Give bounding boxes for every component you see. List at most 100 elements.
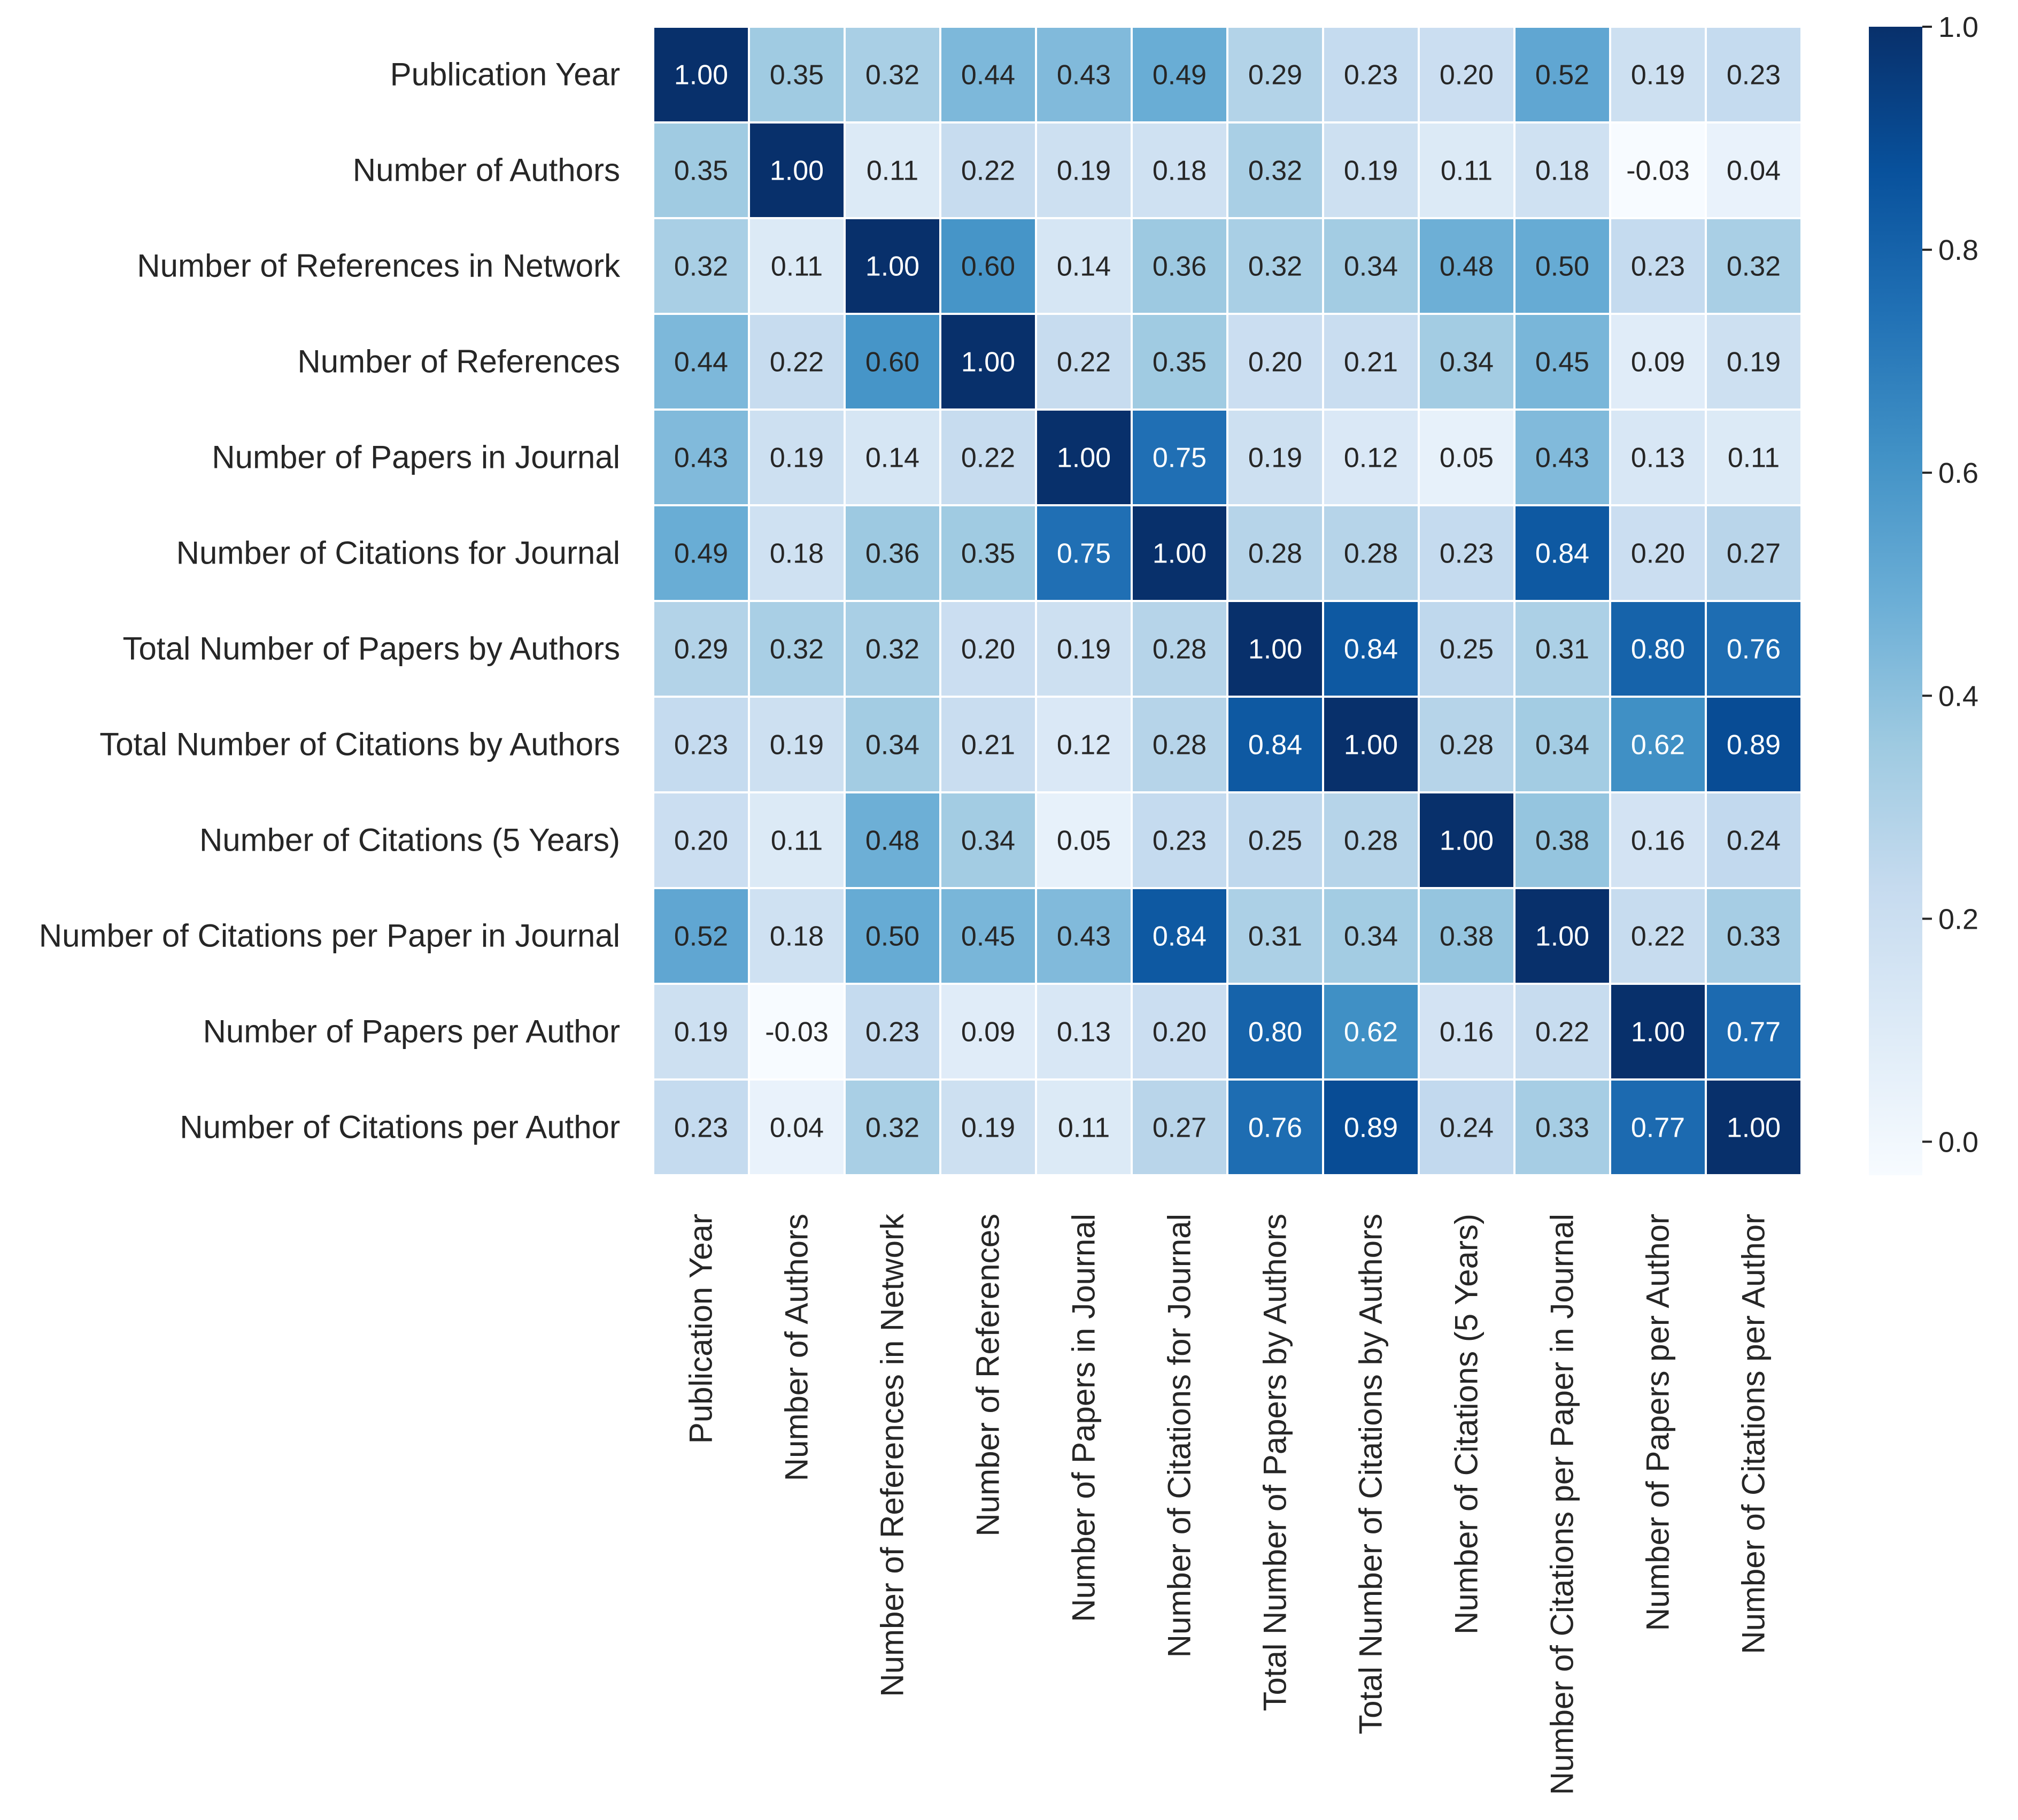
heatmap-cell: [1707, 411, 1800, 504]
heatmap-cell: [1420, 28, 1513, 121]
cell-value-label: 0.21: [1344, 347, 1398, 378]
heatmap-cell: [1037, 506, 1131, 600]
heatmap-cell: [1420, 698, 1513, 791]
heatmap-cell: [1228, 219, 1322, 313]
heatmap-cell: [1037, 602, 1131, 696]
heatmap-cell: [1037, 793, 1131, 887]
cell-value-label: 0.75: [1153, 443, 1207, 474]
heatmap-cell: [1420, 793, 1513, 887]
heatmap-cell: [846, 411, 939, 504]
cell-value-label: 0.45: [961, 921, 1015, 952]
heatmap-cell: [1133, 889, 1226, 983]
heatmap-cell: [750, 985, 844, 1078]
column-label: Number of Citations (5 Years): [1449, 1214, 1484, 1634]
heatmap-cell: [941, 698, 1035, 791]
cell-value-label: 0.31: [1248, 921, 1302, 952]
heatmap-cell: [846, 219, 939, 313]
heatmap-cell: [750, 124, 844, 217]
column-label: Number of Citations for Journal: [1162, 1214, 1197, 1657]
cell-value-label: 0.27: [1153, 1113, 1207, 1144]
heatmap-cell: [1324, 889, 1418, 983]
cell-value-label: 0.09: [961, 1017, 1015, 1048]
cell-value-label: 0.45: [1535, 347, 1589, 378]
column-label: Number of Citations per Paper in Journal: [1544, 1214, 1580, 1795]
heatmap-cell: [654, 219, 748, 313]
colorbar-gradient: [1869, 27, 1922, 1175]
heatmap-cell: [1611, 985, 1705, 1078]
cell-value-label: 0.75: [1057, 538, 1111, 569]
cell-value-label: 0.20: [674, 826, 728, 857]
column-label: Total Number of Citations by Authors: [1353, 1214, 1389, 1734]
heatmap-cell: [1324, 602, 1418, 696]
heatmap-cell: [846, 315, 939, 408]
heatmap-cell: [1324, 315, 1418, 408]
heatmap-cell: [1324, 219, 1418, 313]
heatmap-cell: [1037, 889, 1131, 983]
colorbar-tick-label: 1.0: [1938, 11, 1978, 43]
cell-value-label: 0.43: [1535, 443, 1589, 474]
cell-value-label: 1.00: [1344, 730, 1398, 761]
heatmap-cell: [1611, 889, 1705, 983]
cell-value-label: 0.22: [1057, 347, 1111, 378]
cell-value-label: 0.23: [674, 1113, 728, 1144]
cell-value-label: 0.24: [1727, 826, 1781, 857]
heatmap-cell: [654, 28, 748, 121]
cell-value-label: 1.00: [1153, 538, 1207, 569]
heatmap-cell: [1707, 698, 1800, 791]
cell-value-label: 0.27: [1727, 538, 1781, 569]
heatmap-cell: [1037, 28, 1131, 121]
cell-value-label: 0.32: [674, 251, 728, 282]
heatmap-cell: [750, 506, 844, 600]
cell-value-label: 0.11: [1728, 443, 1780, 474]
heatmap-cell: [1516, 28, 1609, 121]
heatmap-cell: [1228, 602, 1322, 696]
heatmap-cell: [1324, 411, 1418, 504]
heatmap-cell: [1611, 411, 1705, 504]
heatmap-cell: [1228, 698, 1322, 791]
cell-value-label: 0.34: [1440, 347, 1494, 378]
cell-value-label: 0.04: [770, 1113, 824, 1144]
heatmap-cell: [654, 889, 748, 983]
heatmap-cell: [941, 124, 1035, 217]
row-label: Total Number of Papers by Authors: [123, 631, 620, 667]
cell-value-label: 0.19: [770, 443, 824, 474]
cell-value-label: 0.76: [1727, 634, 1781, 665]
cell-value-label: 0.20: [961, 634, 1015, 665]
heatmap-cell: [1707, 985, 1800, 1078]
cell-value-label: 0.34: [1535, 730, 1589, 761]
heatmap-cell: [941, 602, 1035, 696]
cell-value-label: 0.19: [1631, 60, 1685, 91]
cell-value-label: -0.03: [765, 1017, 829, 1048]
heatmap-cell: [1324, 1081, 1418, 1174]
cell-value-label: 0.84: [1248, 730, 1302, 761]
heatmap-cell: [1228, 28, 1322, 121]
cell-value-label: 0.43: [674, 443, 728, 474]
cell-value-label: 0.11: [1058, 1113, 1110, 1144]
cell-value-label: 0.11: [771, 251, 823, 282]
heatmap-cell: [941, 889, 1035, 983]
heatmap-cell: [941, 28, 1035, 121]
heatmap-cell: [1420, 411, 1513, 504]
heatmap-cell: [1037, 985, 1131, 1078]
heatmap-cell: [1420, 602, 1513, 696]
heatmap-cell: [1707, 28, 1800, 121]
heatmap-cell: [1324, 28, 1418, 121]
cell-value-label: 0.24: [1440, 1113, 1494, 1144]
cell-value-label: 1.00: [865, 251, 919, 282]
cell-value-label: 0.49: [1153, 60, 1207, 91]
cell-value-label: 0.28: [1440, 730, 1494, 761]
cell-value-label: 0.14: [865, 443, 919, 474]
cell-value-label: 0.09: [1631, 347, 1685, 378]
heatmap-cell: [1037, 1081, 1131, 1174]
heatmap-cell: [1707, 1081, 1800, 1174]
colorbar: 0.0 0.2 0.4 0.6 0.8 1.0: [1869, 11, 1978, 1175]
heatmap-cell: [1133, 1081, 1226, 1174]
heatmap-cell: [1516, 411, 1609, 504]
heatmap-cell: [1420, 889, 1513, 983]
column-label: Number of Papers per Author: [1640, 1214, 1676, 1631]
heatmap-cell: [846, 698, 939, 791]
cell-value-label: 0.22: [770, 347, 824, 378]
cell-value-label: 0.11: [1441, 156, 1493, 187]
cell-value-label: 0.31: [1535, 634, 1589, 665]
cell-value-label: 0.32: [865, 60, 919, 91]
